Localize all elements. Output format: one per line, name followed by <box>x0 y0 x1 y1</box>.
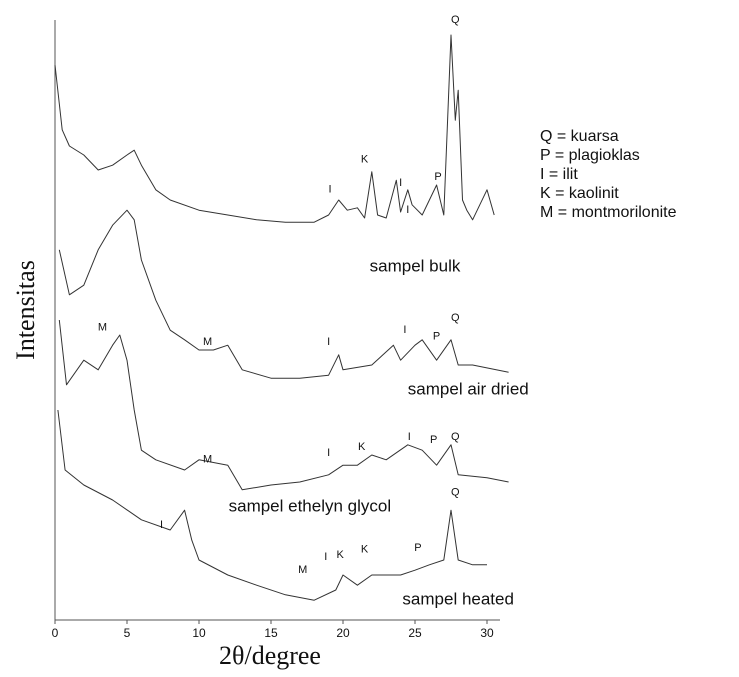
xrd-trace <box>57 409 487 601</box>
key-entry: K = kaolinit <box>540 185 619 202</box>
sample-label: sampel ethelyn glycol <box>229 497 392 516</box>
x-tick-label: 0 <box>52 626 59 640</box>
peak-label: I <box>408 431 411 443</box>
key-entry: Q = kuarsa <box>540 128 619 145</box>
x-tick-label: 5 <box>124 626 131 640</box>
x-tick-label: 25 <box>408 626 422 640</box>
key-entry: I = ilit <box>540 166 578 183</box>
peak-label: M <box>98 322 107 334</box>
peak-label: Q <box>451 14 460 26</box>
sample-label: sampel bulk <box>370 257 461 276</box>
peak-label: M <box>298 564 307 576</box>
peak-label: P <box>434 171 441 183</box>
peak-label: I <box>324 551 327 563</box>
key-entry: M = montmorilonite <box>540 204 677 221</box>
peak-label: M <box>203 336 212 348</box>
peak-label: I <box>327 336 330 348</box>
peak-label: Q <box>451 431 460 443</box>
y-axis-label: Intensitas <box>11 260 40 360</box>
x-tick-label: 15 <box>264 626 278 640</box>
peak-label: I <box>399 177 402 189</box>
peak-label: K <box>361 154 369 166</box>
peak-label: P <box>433 331 440 343</box>
peak-label: I <box>160 519 163 531</box>
x-tick-label: 10 <box>192 626 206 640</box>
xrd-trace <box>58 209 509 379</box>
peak-label: K <box>336 549 344 561</box>
x-tick-label: 30 <box>480 626 494 640</box>
sample-label: sampel air dried <box>408 380 529 399</box>
peak-label: P <box>414 542 421 554</box>
peak-label: I <box>327 447 330 459</box>
xrd-trace <box>58 319 509 491</box>
peak-label: K <box>358 441 366 453</box>
x-tick-label: 20 <box>336 626 350 640</box>
key-entry: P = plagioklas <box>540 147 640 164</box>
peak-label: I <box>329 184 332 196</box>
peak-label: Q <box>451 487 460 499</box>
peak-label: P <box>430 434 437 446</box>
peak-label: K <box>361 544 369 556</box>
peak-label: I <box>406 204 409 216</box>
xrd-trace <box>54 34 495 223</box>
peak-label: I <box>403 324 406 336</box>
sample-label: sampel heated <box>402 590 514 609</box>
peak-label: Q <box>451 312 460 324</box>
peak-label: M <box>203 454 212 466</box>
x-axis-label: 2θ/degree <box>219 641 321 670</box>
